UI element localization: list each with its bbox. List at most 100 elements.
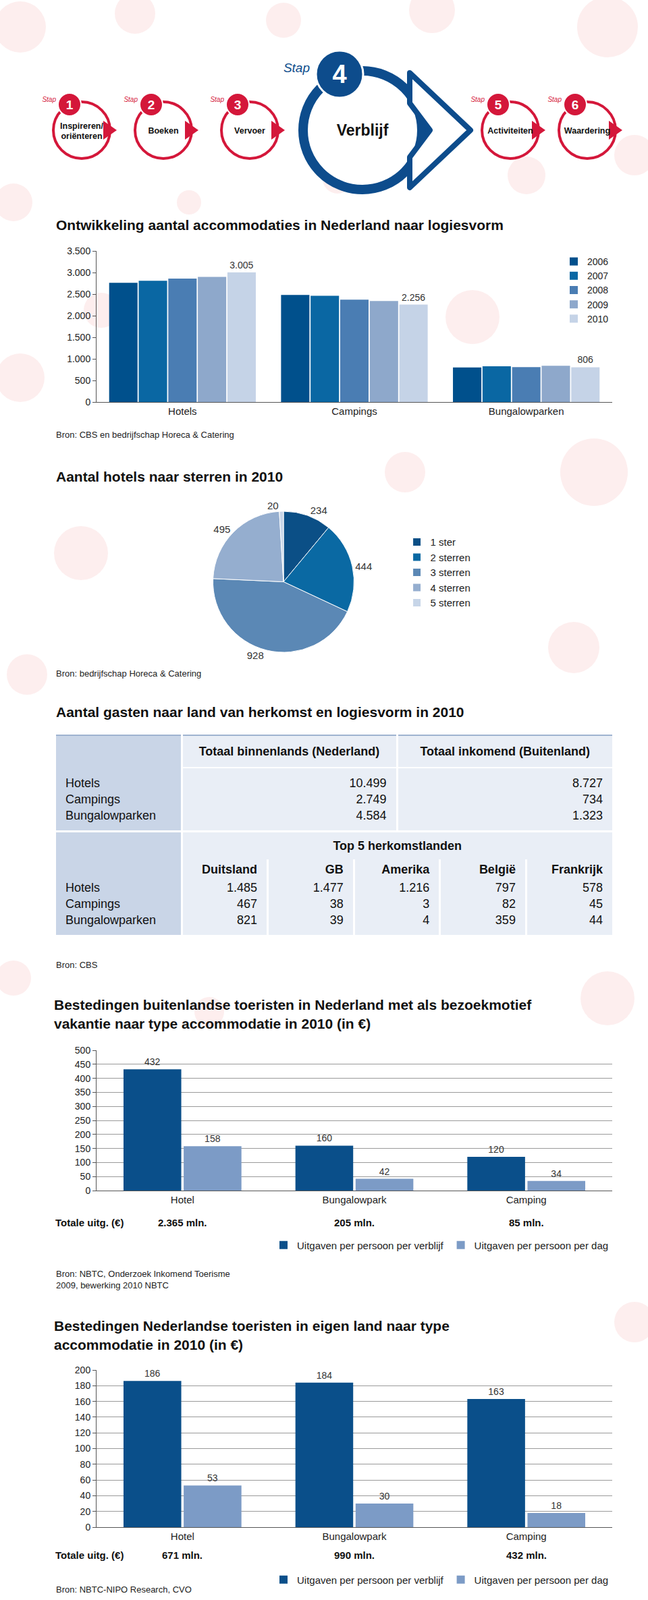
svg-text:1 ster: 1 ster	[430, 536, 457, 549]
svg-text:200: 200	[74, 1365, 92, 1377]
svg-text:5 sterren: 5 sterren	[430, 597, 471, 609]
svg-text:186: 186	[144, 1368, 161, 1380]
svg-text:Activiteiten: Activiteiten	[487, 126, 533, 136]
svg-text:Stap: Stap	[547, 95, 562, 104]
svg-text:20: 20	[267, 500, 279, 512]
svg-text:2009: 2009	[587, 299, 609, 311]
svg-text:Stap: Stap	[283, 60, 310, 75]
svg-text:Uitgaven per persoon per dag: Uitgaven per persoon per dag	[474, 1575, 609, 1587]
svg-text:Hotel: Hotel	[170, 1531, 195, 1544]
svg-text:53: 53	[207, 1473, 219, 1485]
svg-text:234: 234	[310, 504, 328, 517]
svg-text:100: 100	[74, 1157, 92, 1169]
svg-text:Waardering: Waardering	[564, 126, 611, 136]
svg-text:Boeken: Boeken	[147, 126, 179, 136]
svg-text:432: 432	[144, 1057, 161, 1068]
svg-text:163: 163	[488, 1387, 505, 1398]
svg-text:20: 20	[80, 1507, 92, 1519]
svg-text:990 mln.: 990 mln.	[334, 1550, 375, 1562]
svg-text:Stap: Stap	[123, 95, 138, 104]
svg-text:Totale uitg. (€): Totale uitg. (€)	[55, 1550, 124, 1562]
svg-text:Inspireren/: Inspireren/	[60, 121, 104, 131]
svg-text:Camping: Camping	[506, 1194, 547, 1207]
svg-text:2 sterren: 2 sterren	[430, 552, 471, 564]
svg-text:85 mln.: 85 mln.	[508, 1217, 545, 1230]
svg-text:4 sterren: 4 sterren	[430, 582, 471, 594]
svg-text:100: 100	[74, 1443, 92, 1455]
svg-text:1.000: 1.000	[66, 353, 91, 365]
svg-text:500: 500	[74, 375, 92, 387]
svg-text:2007: 2007	[587, 270, 609, 282]
svg-text:3: 3	[234, 97, 242, 113]
svg-text:Hotels: Hotels	[168, 405, 198, 418]
svg-text:3 sterren: 3 sterren	[430, 567, 471, 579]
svg-text:Bungalowpark: Bungalowpark	[321, 1531, 387, 1544]
svg-text:Bungalowparken: Bungalowparken	[488, 405, 565, 418]
svg-text:160: 160	[316, 1133, 333, 1145]
svg-text:432 mln.: 432 mln.	[506, 1550, 547, 1562]
svg-text:0: 0	[85, 1522, 91, 1534]
svg-text:2006: 2006	[587, 256, 609, 268]
svg-text:160: 160	[74, 1397, 92, 1409]
svg-text:Uitgaven per persoon per verbl: Uitgaven per persoon per verblijf	[297, 1240, 445, 1253]
svg-text:120: 120	[488, 1144, 505, 1156]
svg-text:2.256: 2.256	[401, 292, 426, 304]
svg-text:0: 0	[85, 1185, 91, 1197]
svg-text:Stap: Stap	[41, 95, 57, 104]
svg-text:928: 928	[247, 650, 264, 662]
svg-text:205 mln.: 205 mln.	[334, 1217, 375, 1230]
svg-text:Uitgaven per persoon per verbl: Uitgaven per persoon per verblijf	[297, 1575, 445, 1587]
svg-text:3.500: 3.500	[66, 245, 91, 257]
svg-text:Stap: Stap	[209, 95, 225, 104]
svg-text:50: 50	[80, 1171, 92, 1183]
svg-text:350: 350	[74, 1087, 92, 1099]
svg-text:1: 1	[66, 97, 74, 113]
svg-text:2.365 mln.: 2.365 mln.	[157, 1217, 208, 1230]
svg-text:444: 444	[355, 560, 372, 573]
svg-text:3.005: 3.005	[229, 259, 254, 271]
svg-text:2: 2	[147, 97, 156, 113]
svg-text:158: 158	[204, 1134, 221, 1145]
svg-text:5: 5	[494, 97, 503, 113]
svg-text:4: 4	[332, 60, 347, 89]
svg-text:40: 40	[80, 1491, 92, 1502]
svg-text:200: 200	[74, 1129, 92, 1141]
svg-text:495: 495	[213, 523, 231, 536]
svg-text:Totale uitg. (€): Totale uitg. (€)	[55, 1217, 124, 1230]
svg-text:500: 500	[74, 1045, 92, 1057]
svg-text:184: 184	[316, 1370, 333, 1382]
svg-text:30: 30	[379, 1491, 391, 1503]
svg-text:6: 6	[571, 97, 580, 113]
svg-text:671 mln.: 671 mln.	[162, 1550, 203, 1562]
svg-text:Campings: Campings	[331, 405, 378, 418]
svg-text:140: 140	[74, 1412, 92, 1424]
svg-text:806: 806	[577, 354, 594, 366]
svg-text:450: 450	[74, 1059, 92, 1071]
svg-text:Bungalowpark: Bungalowpark	[321, 1194, 387, 1207]
svg-text:120: 120	[74, 1428, 92, 1440]
svg-text:400: 400	[74, 1073, 92, 1085]
svg-text:Stap: Stap	[470, 95, 485, 104]
svg-text:oriënteren: oriënteren	[60, 131, 102, 142]
svg-text:Hotel: Hotel	[170, 1194, 195, 1207]
svg-text:300: 300	[74, 1101, 92, 1113]
svg-text:Camping: Camping	[506, 1531, 547, 1544]
svg-text:42: 42	[379, 1167, 391, 1178]
svg-text:150: 150	[74, 1144, 92, 1155]
svg-text:1.500: 1.500	[66, 332, 91, 343]
svg-text:0: 0	[85, 396, 91, 408]
svg-text:80: 80	[80, 1460, 92, 1471]
svg-text:18: 18	[550, 1501, 562, 1512]
svg-text:180: 180	[74, 1381, 92, 1392]
svg-text:Verblijf: Verblijf	[336, 121, 389, 140]
svg-text:2008: 2008	[587, 284, 609, 296]
svg-text:Vervoer: Vervoer	[234, 126, 266, 136]
svg-text:60: 60	[80, 1475, 92, 1487]
svg-text:34: 34	[550, 1169, 562, 1180]
svg-text:2.000: 2.000	[66, 310, 91, 322]
svg-text:2.500: 2.500	[66, 288, 91, 300]
svg-text:2010: 2010	[587, 313, 609, 325]
svg-text:250: 250	[74, 1115, 92, 1127]
svg-text:Uitgaven per persoon per dag: Uitgaven per persoon per dag	[474, 1240, 609, 1253]
svg-text:3.000: 3.000	[66, 267, 91, 279]
